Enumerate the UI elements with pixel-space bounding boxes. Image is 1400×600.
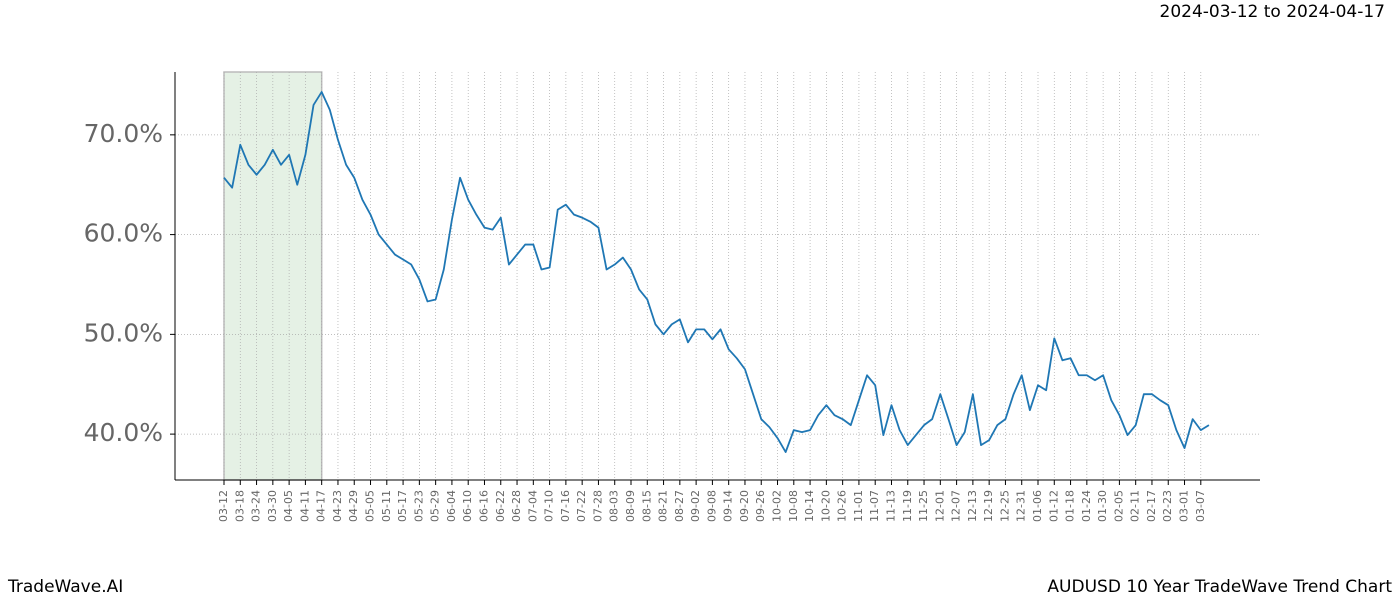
x-tick-label: 10-14 — [803, 490, 816, 522]
x-tick-label: 09-20 — [738, 490, 751, 522]
x-tick-label: 06-16 — [477, 490, 490, 522]
x-tick-label: 12-19 — [982, 490, 995, 522]
x-tick-label: 11-13 — [884, 490, 897, 522]
x-tick-label: 01-24 — [1080, 490, 1093, 522]
x-tick-label: 12-13 — [966, 490, 979, 522]
x-tick-label: 07-28 — [591, 490, 604, 522]
x-tick-label: 03-12 — [217, 490, 230, 522]
x-tick-label: 03-01 — [1178, 490, 1191, 522]
y-tick-label: 50.0% — [84, 318, 163, 347]
x-tick-label: 11-19 — [901, 490, 914, 522]
x-tick-label: 04-29 — [347, 490, 360, 522]
x-tick-label: 12-25 — [998, 490, 1011, 522]
x-tick-label: 07-10 — [543, 490, 556, 522]
x-tick-label: 11-01 — [852, 490, 865, 522]
x-tick-label: 06-28 — [510, 490, 523, 522]
x-tick-label: 01-12 — [1047, 490, 1060, 522]
trend-line — [223, 91, 1210, 453]
x-tick-label: 10-20 — [819, 490, 832, 522]
x-tick-label: 06-10 — [461, 490, 474, 522]
x-tick-label: 11-25 — [917, 490, 930, 522]
x-tick-label: 05-05 — [364, 490, 377, 522]
x-tick-label: 04-05 — [282, 490, 295, 522]
x-tick-label: 03-18 — [233, 490, 246, 522]
x-tick-label: 03-30 — [266, 490, 279, 522]
x-tick-label: 08-03 — [608, 490, 621, 522]
y-tick-label: 70.0% — [84, 119, 163, 148]
x-tick-label: 01-30 — [1096, 490, 1109, 522]
x-tick-label: 02-11 — [1129, 490, 1142, 522]
x-tick-label: 07-04 — [526, 490, 539, 522]
x-tick-label: 10-08 — [787, 490, 800, 522]
x-tick-label: 06-22 — [494, 490, 507, 522]
x-tick-label: 02-17 — [1145, 490, 1158, 522]
x-tick-label: 09-08 — [705, 490, 718, 522]
x-tick-label: 08-15 — [640, 490, 653, 522]
x-tick-label: 07-16 — [559, 490, 572, 522]
x-tick-label: 12-01 — [933, 490, 946, 522]
x-tick-label: 04-11 — [298, 490, 311, 522]
x-tick-label: 03-24 — [250, 490, 263, 522]
footer-left: TradeWave.AI — [7, 577, 123, 597]
x-tick-label: 12-31 — [1015, 490, 1028, 522]
y-tick-label: 40.0% — [84, 418, 163, 447]
x-tick-label: 05-23 — [412, 490, 425, 522]
x-tick-label: 09-26 — [754, 490, 767, 522]
x-tick-label: 04-23 — [331, 490, 344, 522]
x-tick-label: 10-02 — [771, 490, 784, 522]
footer-right: AUDUSD 10 Year TradeWave Trend Chart — [1047, 577, 1392, 597]
y-tick-label: 60.0% — [84, 219, 163, 248]
x-tick-label: 08-09 — [624, 490, 637, 522]
chart-title: 2024-03-12 to 2024-04-17 — [1160, 2, 1385, 22]
x-tick-label: 03-07 — [1194, 490, 1207, 522]
x-tick-label: 02-05 — [1112, 490, 1125, 522]
x-tick-label: 05-29 — [429, 490, 442, 522]
x-tick-label: 07-22 — [575, 490, 588, 522]
x-tick-label: 09-14 — [722, 490, 735, 522]
x-tick-label: 12-07 — [950, 490, 963, 522]
x-tick-label: 08-21 — [657, 490, 670, 522]
x-tick-label: 04-17 — [315, 490, 328, 522]
x-tick-label: 05-11 — [380, 490, 393, 522]
x-tick-label: 09-02 — [689, 490, 702, 522]
x-tick-label: 10-26 — [836, 490, 849, 522]
x-tick-label: 05-17 — [396, 490, 409, 522]
x-tick-label: 01-06 — [1031, 490, 1044, 522]
x-tick-label: 11-07 — [868, 490, 881, 522]
x-tick-label: 08-27 — [673, 490, 686, 522]
x-tick-label: 02-23 — [1161, 490, 1174, 522]
x-tick-label: 01-18 — [1064, 490, 1077, 522]
x-tick-label: 06-04 — [445, 490, 458, 522]
